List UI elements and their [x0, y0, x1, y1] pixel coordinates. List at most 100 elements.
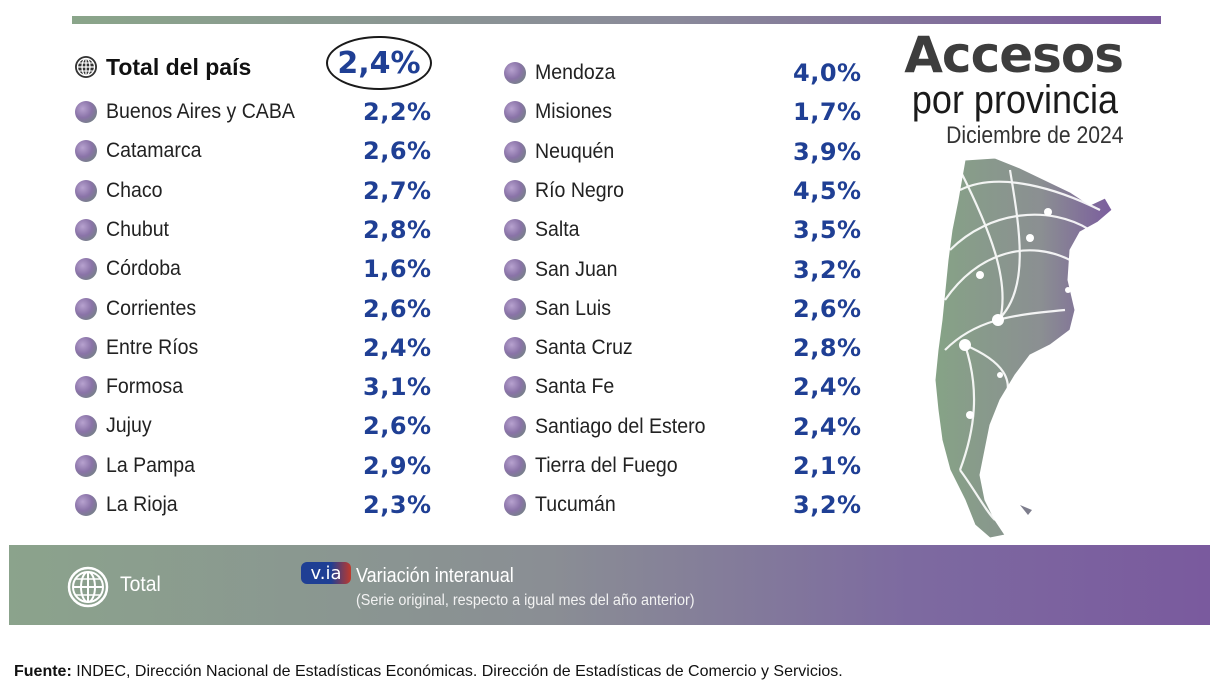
dot-icon: [504, 140, 526, 163]
province-name: San Luis: [535, 296, 612, 320]
province-row: Misiones: [504, 97, 618, 127]
legend-total-label: Total: [120, 573, 161, 596]
province-row: Entre Ríos: [75, 333, 205, 363]
province-row: Tucumán: [504, 490, 622, 520]
dot-icon: [75, 140, 97, 163]
dot-icon: [75, 415, 97, 438]
province-row: San Juan: [504, 255, 624, 285]
province-value: 2,1%: [793, 452, 862, 480]
province-name: Santiago del Estero: [535, 414, 706, 438]
province-row: Corrientes: [75, 294, 203, 324]
province-row: Neuquén: [504, 137, 620, 167]
dot-icon: [504, 62, 526, 84]
dot-icon: [504, 376, 526, 399]
province-value: 2,6%: [793, 294, 862, 323]
province-value: 3,9%: [793, 137, 862, 166]
total-value: 2,4%: [326, 36, 432, 90]
total-row: Total del país: [74, 52, 251, 82]
province-row: Salta: [504, 215, 583, 245]
via-badge: v.ia: [301, 562, 351, 584]
province-value: 2,4%: [793, 373, 862, 402]
province-value: 3,2%: [793, 491, 862, 520]
province-name: Entre Ríos: [106, 335, 199, 359]
province-name: La Pampa: [106, 453, 196, 477]
province-value: 2,8%: [363, 215, 432, 244]
province-row: San Luis: [504, 294, 617, 324]
province-name: Jujuy: [106, 414, 152, 438]
province-value: 2,6%: [363, 294, 432, 323]
province-value: 1,7%: [793, 98, 862, 127]
province-value: 4,5%: [793, 176, 862, 205]
dot-icon: [504, 179, 526, 202]
province-value: 2,8%: [793, 334, 862, 363]
province-row: Santa Fe: [504, 372, 620, 402]
title-date: Diciembre de 2024: [945, 122, 1123, 149]
top-gradient-bar: [72, 16, 1161, 24]
dot-icon: [504, 297, 526, 320]
dot-icon: [75, 179, 97, 202]
total-label: Total del país: [106, 53, 252, 80]
province-value: 2,7%: [363, 176, 432, 205]
province-value: 3,5%: [793, 216, 862, 245]
dot-icon: [75, 297, 97, 320]
dot-icon: [504, 337, 526, 360]
province-name: Corrientes: [106, 296, 197, 320]
province-name: Misiones: [535, 100, 613, 124]
province-row: Chaco: [75, 176, 167, 206]
province-name: Chaco: [106, 178, 163, 202]
legend-via-title: Variación interanual: [356, 565, 514, 587]
dot-icon: [504, 219, 526, 242]
dot-icon: [75, 376, 97, 399]
province-name: La Rioja: [106, 493, 178, 516]
province-name: Formosa: [106, 375, 184, 399]
province-value: 1,6%: [363, 255, 432, 284]
province-name: Catamarca: [106, 139, 202, 163]
legend-via-subtitle: (Serie original, respecto a igual mes de…: [356, 592, 695, 609]
province-value: 4,0%: [793, 59, 862, 87]
dot-icon: [75, 218, 97, 241]
province-row: La Pampa: [75, 451, 202, 481]
province-row: Buenos Aires y CABA: [75, 97, 309, 127]
province-row: Catamarca: [75, 136, 209, 166]
province-name: Chubut: [106, 217, 169, 241]
province-value: 2,6%: [363, 412, 432, 441]
province-row: Santa Cruz: [504, 333, 640, 363]
dot-icon: [504, 415, 526, 438]
province-value: 2,2%: [363, 98, 432, 126]
legend-band: Total v.ia Variación interanual (Serie o…: [9, 545, 1210, 625]
province-row: Santiago del Estero: [504, 412, 718, 442]
dot-icon: [504, 494, 526, 517]
province-value: 2,4%: [793, 412, 862, 441]
province-name: Mendoza: [535, 61, 616, 84]
province-value: 3,1%: [363, 373, 432, 402]
province-value: 2,3%: [363, 491, 432, 519]
dot-icon: [504, 101, 526, 124]
footer-label: Fuente:: [14, 663, 72, 680]
globe-icon: [67, 566, 109, 608]
argentina-map: [934, 157, 1113, 539]
dot-icon: [504, 455, 526, 477]
dot-icon: [75, 494, 97, 516]
province-row: Mendoza: [504, 58, 621, 88]
province-name: Tucumán: [535, 493, 616, 517]
province-row: Jujuy: [75, 411, 155, 441]
province-row: Río Negro: [504, 176, 631, 206]
province-value: 3,2%: [793, 255, 862, 284]
province-row: Tierra del Fuego: [504, 451, 688, 481]
province-row: Córdoba: [75, 254, 187, 284]
province-value: 2,4%: [363, 333, 432, 362]
province-name: Córdoba: [106, 257, 181, 281]
province-name: San Juan: [535, 257, 618, 281]
footer-text: INDEC, Dirección Nacional de Estadística…: [71, 663, 843, 680]
title-sub: por provincia: [911, 78, 1118, 122]
province-name: Salta: [535, 218, 580, 242]
dot-icon: [75, 336, 97, 359]
province-value: 2,9%: [363, 451, 432, 480]
title-main: Accesos: [904, 26, 1124, 84]
dot-icon: [504, 258, 526, 281]
province-name: Buenos Aires y CABA: [106, 100, 295, 123]
province-value: 2,6%: [363, 137, 432, 166]
dot-icon: [75, 101, 97, 123]
province-row: Formosa: [75, 372, 189, 402]
dot-icon: [75, 454, 97, 477]
